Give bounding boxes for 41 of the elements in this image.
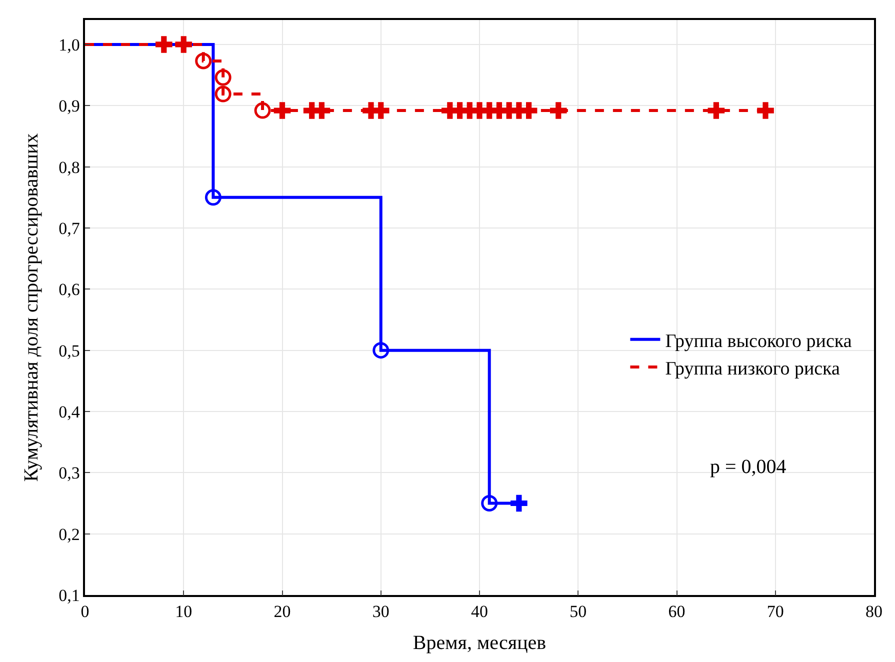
x-tick-label: 10	[175, 602, 192, 622]
x-tick-label: 30	[372, 602, 390, 622]
point	[195, 52, 212, 70]
x-tick-label: 0	[80, 602, 90, 622]
point	[214, 86, 232, 102]
x-tick-label: 80	[866, 602, 882, 622]
y-tick-label: 0,6	[58, 280, 80, 300]
x-tick-label: 20	[274, 602, 291, 622]
point	[372, 102, 390, 119]
point	[175, 36, 192, 53]
point	[481, 494, 498, 512]
y-axis-title: Кумулятивная доля спрогрессировавших	[20, 133, 43, 482]
y-tick-label: 0,2	[58, 524, 80, 544]
y-tick-label: 0,7	[58, 218, 80, 238]
x-tick-label: 50	[570, 602, 587, 622]
point	[204, 189, 222, 206]
x-axis-title: Время, месяцев	[412, 632, 546, 654]
x-tick-label: 40	[471, 602, 488, 622]
point	[274, 102, 291, 119]
point	[313, 102, 330, 119]
point	[214, 69, 232, 86]
point	[254, 102, 271, 119]
point	[510, 494, 528, 512]
legend-label: Группа низкого риска	[665, 358, 840, 380]
y-tick-label: 0,3	[58, 464, 80, 483]
x-tick-label: 60	[668, 602, 686, 622]
legend-label: Группа высокого риска	[665, 330, 852, 352]
point	[550, 102, 567, 119]
y-tick-label: 0,9	[58, 96, 80, 116]
point	[520, 102, 538, 119]
point	[372, 342, 390, 359]
point	[757, 102, 774, 119]
y-tick-label: 0,5	[58, 341, 80, 360]
point	[708, 102, 725, 119]
x-tick-label: 70	[766, 602, 784, 622]
point	[156, 36, 172, 53]
y-tick-label: 1,0	[58, 35, 80, 54]
y-tick-label: 0,1	[58, 586, 80, 605]
y-tick-label: 0,8	[58, 158, 80, 177]
annotation: p = 0,004	[710, 456, 786, 478]
y-tick-label: 0,4	[58, 402, 80, 422]
